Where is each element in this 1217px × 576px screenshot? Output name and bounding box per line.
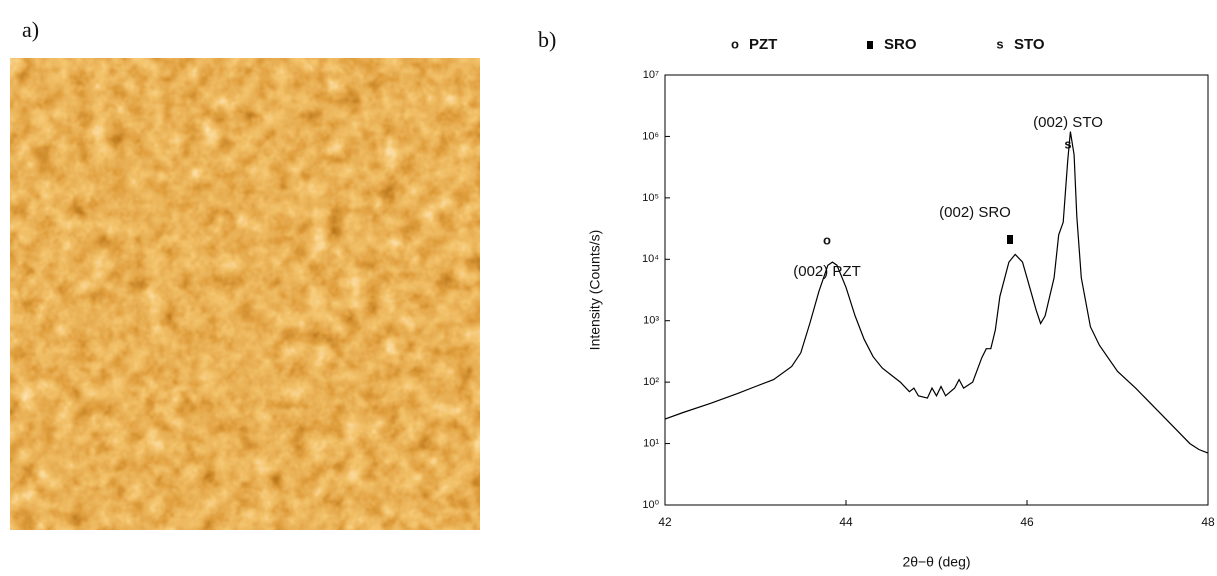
xrd-chart: 42 44 46 48 10⁰ 10¹ 10² 10³ 10⁴ 10⁵ 10⁶ 10⁷ 2θ−θ (de… — [587, 36, 1215, 570]
afm-image — [10, 58, 480, 530]
x-tick-label: 42 — [658, 515, 672, 529]
panel-label: a) — [22, 17, 39, 42]
data-line — [664, 131, 1209, 454]
plot-frame — [664, 74, 1209, 506]
y-tick-label: 10³ — [643, 315, 659, 327]
x-tick-label: 44 — [839, 515, 853, 529]
annotation: (002) SRO — [939, 204, 1011, 221]
legend-symbol: o — [731, 36, 739, 51]
y-tick-label: 10² — [643, 376, 659, 388]
y-axis-label: Intensity (Counts/s) — [587, 230, 603, 351]
annotation-symbol — [1007, 235, 1013, 244]
y-tick-label: 10⁴ — [642, 253, 659, 265]
x-tick-label: 46 — [1020, 515, 1034, 529]
annotation-symbol: o — [823, 232, 831, 247]
y-tick-label: 10⁰ — [642, 499, 659, 511]
legend-symbol — [867, 41, 873, 49]
legend-label: PZT — [749, 36, 777, 53]
y-tick-label: 10⁵ — [642, 192, 659, 204]
legend-symbol: s — [996, 36, 1003, 51]
y-tick-label: 10⁷ — [643, 69, 659, 81]
y-tick-label: 10⁶ — [642, 130, 659, 142]
annotation-symbol: s — [1064, 136, 1071, 151]
legend-label: STO — [1014, 36, 1045, 53]
x-tick-label: 48 — [1201, 515, 1215, 529]
legend-label: SRO — [884, 36, 917, 53]
annotation: (002) STO — [1033, 114, 1103, 131]
annotation: (002) PZT — [793, 263, 861, 280]
x-axis-label: 2θ−θ (deg) — [902, 554, 970, 570]
y-tick-label: 10¹ — [643, 437, 659, 449]
panel-label: b) — [538, 27, 556, 52]
